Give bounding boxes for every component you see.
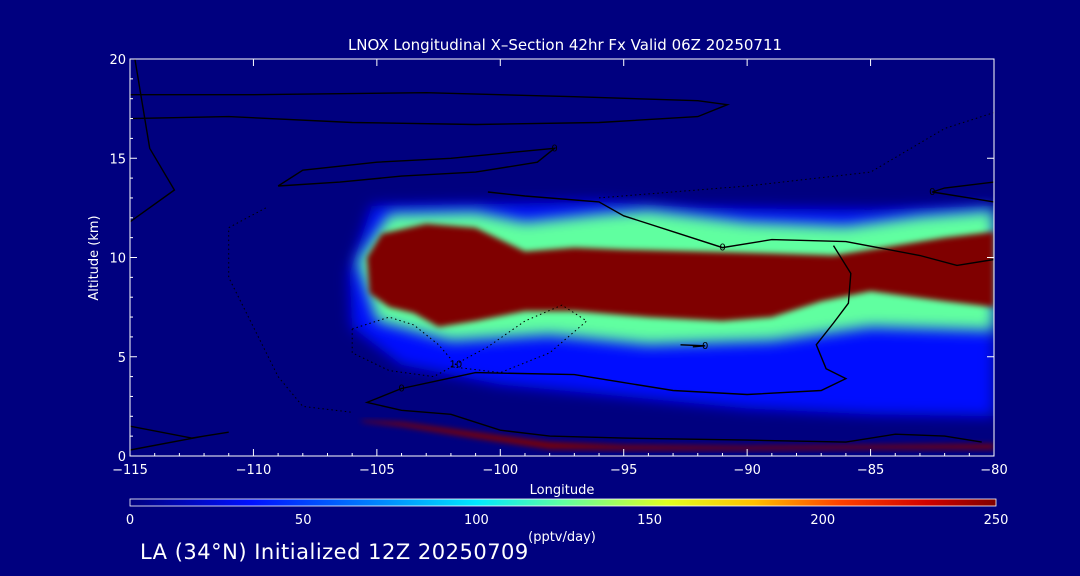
contour-layer: 0 0 0 0 0 10 bbox=[130, 59, 994, 451]
x-tick-label: −80 bbox=[980, 463, 1007, 478]
y-axis-label: Altitude (km) bbox=[87, 215, 102, 300]
contour-label: 0 bbox=[702, 341, 708, 352]
colorbar-tick-label: 100 bbox=[464, 513, 489, 528]
contour-line bbox=[364, 245, 982, 443]
x-tick-label: −100 bbox=[482, 463, 518, 478]
y-tick-label: 20 bbox=[109, 53, 126, 68]
contour-line bbox=[351, 316, 457, 378]
chart-title: LNOX Longitudinal X–Section 42hr Fx Vali… bbox=[348, 36, 782, 54]
colorbar-tick-label: 0 bbox=[126, 513, 134, 528]
colorbar-label: (pptv/day) bbox=[528, 530, 596, 545]
x-tick-label: −85 bbox=[857, 463, 884, 478]
field-region bbox=[359, 420, 994, 450]
contour-line bbox=[487, 191, 994, 267]
y-tick-label: 15 bbox=[109, 152, 126, 167]
contour-label: 0 bbox=[929, 187, 935, 198]
x-axis: −115 −110 −105 −100 −95 −90 −85 −80 bbox=[112, 59, 1008, 478]
heatmap-field bbox=[349, 201, 994, 450]
footer-text: LA (34°N) Initialized 12Z 20250709 bbox=[140, 540, 529, 564]
contour-line bbox=[932, 181, 994, 203]
contour-line bbox=[450, 304, 588, 374]
y-axis: 0 5 10 15 20 bbox=[109, 53, 994, 465]
y-tick-label: 0 bbox=[118, 450, 126, 465]
colorbar-tick-label: 50 bbox=[295, 513, 312, 528]
contour-line bbox=[228, 207, 353, 413]
contour-line bbox=[277, 147, 557, 187]
y-tick-label: 10 bbox=[109, 252, 126, 267]
colorbar: 0 50 100 150 200 250 (pptv/day) bbox=[126, 498, 1009, 545]
contour-line bbox=[130, 91, 731, 126]
colorbar-gradient bbox=[129, 498, 997, 507]
field-region bbox=[367, 223, 994, 327]
colorbar-tick-label: 150 bbox=[637, 513, 662, 528]
y-tick-label: 5 bbox=[118, 351, 126, 366]
contour-label: 0 bbox=[398, 384, 404, 395]
contour-line bbox=[598, 112, 994, 199]
contour-label: 0 bbox=[719, 243, 725, 254]
contour-label: 0 bbox=[551, 143, 557, 154]
x-axis-label: Longitude bbox=[530, 483, 595, 498]
colorbar-tick-label: 200 bbox=[810, 513, 835, 528]
x-tick-label: −110 bbox=[236, 463, 272, 478]
contour-line bbox=[130, 425, 229, 451]
x-tick-label: −105 bbox=[359, 463, 395, 478]
x-tick-label: −95 bbox=[610, 463, 637, 478]
contour-line bbox=[680, 344, 706, 348]
contour-label: 10 bbox=[450, 360, 463, 371]
contour-line bbox=[130, 59, 176, 223]
x-tick-label: −90 bbox=[733, 463, 760, 478]
x-tick-label: −115 bbox=[112, 463, 148, 478]
colorbar-tick-label: 250 bbox=[984, 513, 1009, 528]
